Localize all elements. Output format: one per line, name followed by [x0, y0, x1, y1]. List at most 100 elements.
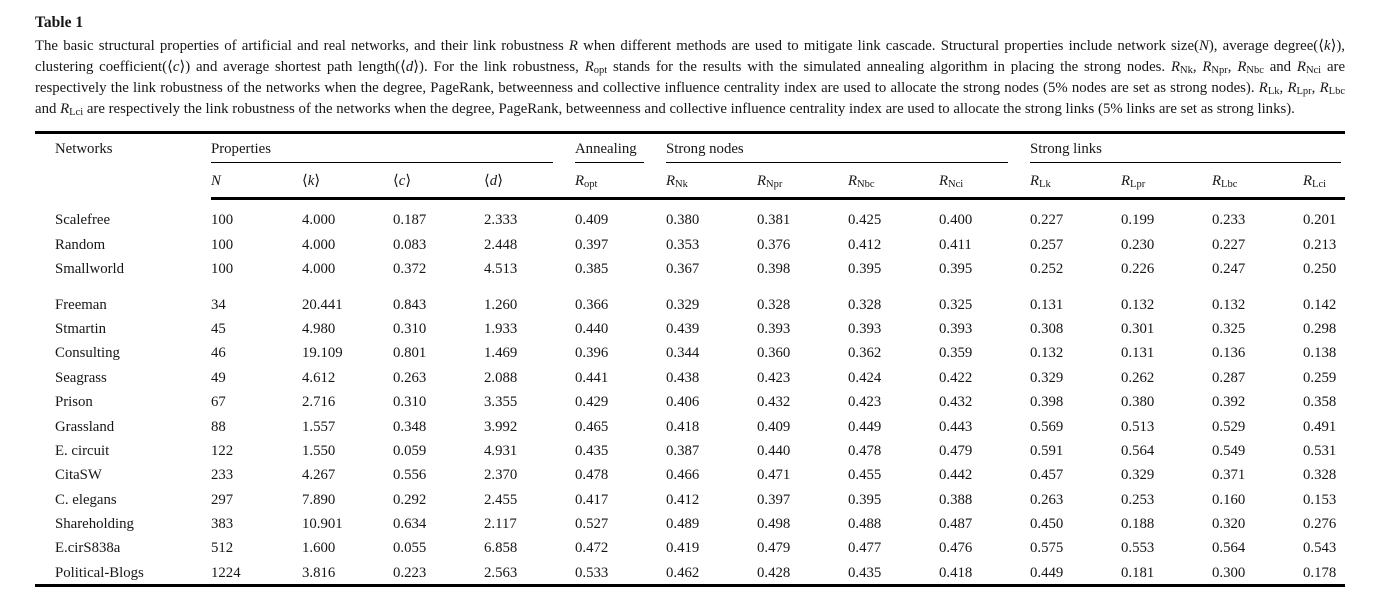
column-subheader-row: N ⟨k⟩ ⟨c⟩ ⟨d⟩ Ropt RNk RNpr RNbc RNci RLk RLpr RLbc…	[35, 171, 1345, 200]
table-row-consulting: Consulting 46 19.109 0.801 1.469 0.396 0.344 0.…	[35, 340, 1345, 364]
value-cell: 0.358	[1303, 394, 1337, 411]
column-header-c: ⟨c⟩	[393, 171, 484, 200]
value-cell: 0.569	[1030, 418, 1064, 435]
table-row-freeman: Freeman 34 20.441 0.843 1.260 0.366 0.329 0.328…	[35, 280, 1345, 315]
value-cell: 0.411	[939, 236, 972, 253]
value-cell: 0.438	[666, 369, 700, 386]
table-row-political-blogs: Political-Blogs 1224 3.816 0.223 2.563 0.533 0…	[35, 559, 1345, 585]
value-cell: 0.142	[1303, 296, 1337, 313]
network-name-cell: CitaSW	[55, 467, 102, 484]
value-cell: 0.443	[939, 418, 973, 435]
column-group-strong-links: Strong links	[1030, 133, 1345, 172]
value-cell: 0.227	[1212, 236, 1246, 253]
value-cell: 2.455	[484, 491, 518, 508]
value-cell: 0.531	[1303, 442, 1337, 459]
row-group-1: Scalefree 100 4.000 0.187 2.333 0.409 0.380 0.3…	[35, 199, 1345, 281]
network-name-cell: Consulting	[55, 345, 120, 362]
value-cell: 512	[211, 540, 234, 557]
column-header-r-nbc: RNbc	[848, 171, 939, 200]
value-cell: 0.513	[1121, 418, 1155, 435]
value-cell: 0.432	[939, 394, 973, 411]
value-cell: 0.406	[666, 394, 700, 411]
column-header-n: N	[211, 171, 302, 200]
value-cell: 45	[211, 320, 226, 337]
value-cell: 0.398	[757, 261, 791, 278]
value-cell: 0.432	[757, 394, 791, 411]
network-name-cell: Random	[55, 236, 106, 253]
table-row-shareholding: Shareholding 383 10.901 0.634 2.117 0.527 0.48…	[35, 511, 1345, 535]
column-group-row: Networks Properties Annealing Strong nodes S…	[35, 133, 1345, 172]
value-cell: 0.412	[666, 491, 700, 508]
value-cell: 0.223	[393, 564, 427, 581]
column-header-networks: Networks	[55, 141, 113, 157]
value-cell: 0.059	[393, 442, 427, 459]
column-group-properties: Properties	[211, 133, 575, 172]
value-cell: 0.397	[575, 236, 609, 253]
value-cell: 0.132	[1030, 345, 1064, 362]
value-cell: 0.187	[393, 212, 427, 229]
value-cell: 0.153	[1303, 491, 1337, 508]
value-cell: 19.109	[302, 345, 343, 362]
value-cell: 0.259	[1303, 369, 1337, 386]
value-cell: 2.117	[484, 516, 517, 533]
network-name-cell: Smallworld	[55, 261, 125, 278]
table-caption: The basic structural properties of artif…	[35, 38, 1346, 118]
value-cell: 0.292	[393, 491, 427, 508]
value-cell: 0.178	[1303, 564, 1337, 581]
value-cell: 3.992	[484, 418, 518, 435]
value-cell: 0.213	[1303, 236, 1337, 253]
value-cell: 0.181	[1121, 564, 1155, 581]
value-cell: 0.353	[666, 236, 700, 253]
network-name-cell: Stmartin	[55, 320, 106, 337]
value-cell: 0.131	[1030, 296, 1064, 313]
value-cell: 0.441	[575, 369, 609, 386]
value-cell: 0.136	[1212, 345, 1246, 362]
network-name-cell: Political-Blogs	[55, 564, 144, 581]
value-cell: 0.362	[848, 345, 882, 362]
value-cell: 0.227	[1030, 212, 1064, 229]
value-cell: 0.439	[666, 320, 700, 337]
value-cell: 0.393	[848, 320, 882, 337]
value-cell: 0.392	[1212, 394, 1246, 411]
value-cell: 0.298	[1303, 320, 1337, 337]
value-cell: 0.634	[393, 516, 427, 533]
value-cell: 0.388	[939, 491, 973, 508]
column-header-r-lk: RLk	[1030, 171, 1121, 200]
value-cell: 0.348	[393, 418, 427, 435]
value-cell: 0.247	[1212, 261, 1246, 278]
table-row-scalefree: Scalefree 100 4.000 0.187 2.333 0.409 0.380 0.3…	[35, 199, 1345, 232]
value-cell: 0.417	[575, 491, 609, 508]
value-cell: 0.478	[575, 467, 609, 484]
value-cell: 0.465	[575, 418, 609, 435]
value-cell: 0.479	[757, 540, 791, 557]
table-row-e-circuit: E. circuit 122 1.550 0.059 4.931 0.435 0.387 0.…	[35, 438, 1345, 462]
value-cell: 2.333	[484, 212, 518, 229]
value-cell: 1.933	[484, 320, 518, 337]
column-group-annealing: Annealing	[575, 133, 666, 172]
column-header-d: ⟨d⟩	[484, 171, 575, 200]
value-cell: 0.491	[1303, 418, 1337, 435]
value-cell: 4.267	[302, 467, 336, 484]
value-cell: 0.131	[1121, 345, 1155, 362]
value-cell: 0.412	[848, 236, 882, 253]
value-cell: 0.310	[393, 394, 427, 411]
value-cell: 0.253	[1121, 491, 1155, 508]
value-cell: 0.372	[393, 261, 427, 278]
value-cell: 2.716	[302, 394, 336, 411]
value-cell: 0.360	[757, 345, 791, 362]
value-cell: 0.423	[848, 394, 882, 411]
value-cell: 34	[211, 296, 226, 313]
value-cell: 0.252	[1030, 261, 1064, 278]
value-cell: 0.487	[939, 516, 973, 533]
network-name-cell: Seagrass	[55, 369, 107, 386]
column-group-label: Strong nodes	[666, 141, 1008, 163]
value-cell: 1.600	[302, 540, 336, 557]
value-cell: 0.359	[939, 345, 973, 362]
value-cell: 0.425	[848, 212, 882, 229]
value-cell: 0.301	[1121, 320, 1155, 337]
value-cell: 20.441	[302, 296, 343, 313]
value-cell: 0.450	[1030, 516, 1064, 533]
value-cell: 4.612	[302, 369, 336, 386]
value-cell: 0.160	[1212, 491, 1246, 508]
value-cell: 0.449	[1030, 564, 1064, 581]
